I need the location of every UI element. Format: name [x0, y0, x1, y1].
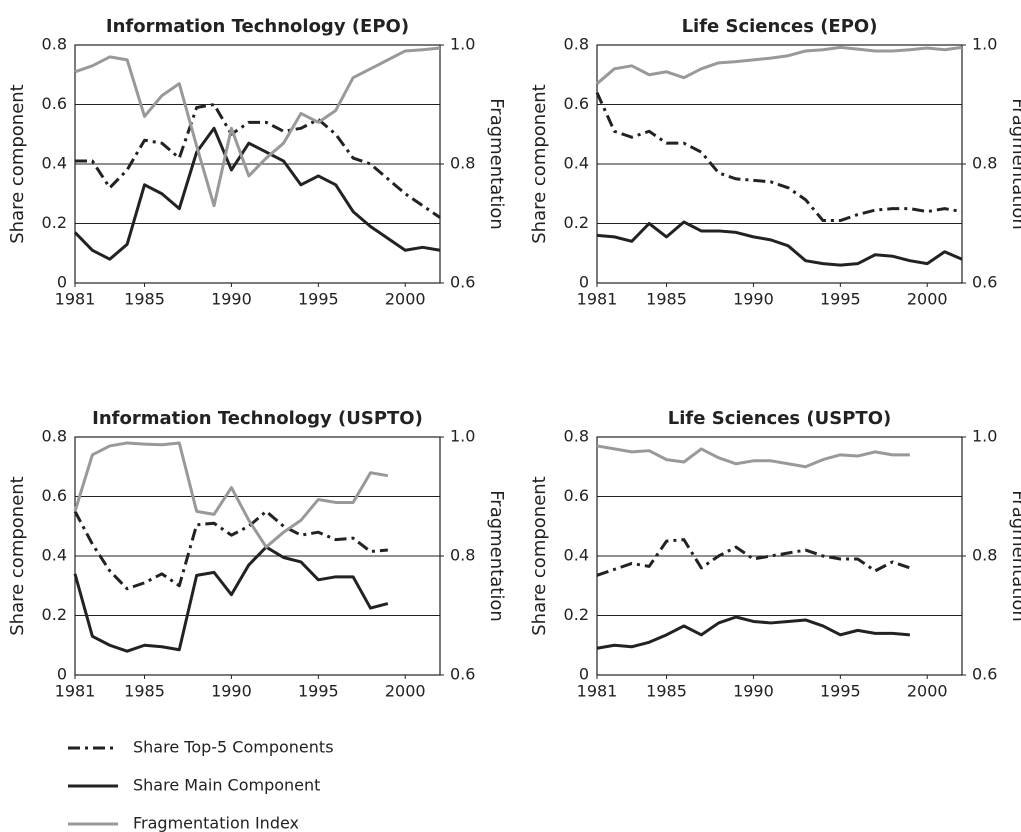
x-tick-label: 1985 [124, 682, 165, 701]
x-tick-label: 1995 [820, 682, 861, 701]
series-line [73, 509, 388, 591]
y-tick-label: 0 [579, 273, 589, 292]
y2-tick-label: 0.6 [450, 273, 475, 292]
y2-tick-label: 1.0 [450, 35, 475, 54]
chart-title: Life Sciences (EPO) [682, 16, 878, 37]
legend-label: Share Top-5 Components [133, 738, 334, 757]
x-tick-label: 2000 [907, 290, 948, 309]
y-tick-label: 0.8 [42, 35, 67, 54]
y2-tick-label: 0.6 [972, 273, 997, 292]
series-line [596, 538, 911, 577]
y2-tick-label: 0.8 [972, 546, 997, 565]
series-line [73, 126, 441, 261]
y-tick-label: 0.2 [564, 213, 589, 232]
y-tick-label: 0.2 [564, 605, 589, 624]
y-axis-label: Share component [529, 84, 550, 244]
x-tick-label: 1981 [577, 682, 618, 701]
y2-tick-label: 1.0 [972, 427, 997, 446]
y-tick-label: 0 [57, 665, 67, 684]
plot-frame [596, 436, 963, 676]
x-tick-label: 1995 [298, 682, 339, 701]
x-tick-label: 1990 [733, 290, 774, 309]
y2-axis-label: Fragmentation [486, 490, 507, 621]
plot-frame [74, 44, 441, 284]
x-tick-label: 1981 [55, 290, 96, 309]
x-tick-label: 2000 [385, 290, 426, 309]
x-tick-label: 1985 [646, 682, 687, 701]
y2-axis-label: Fragmentation [1008, 98, 1021, 229]
y2-tick-label: 0.6 [972, 665, 997, 684]
legend-label: Fragmentation Index [133, 814, 299, 832]
y-tick-label: 0.8 [564, 35, 589, 54]
y-axis-label: Share component [7, 476, 28, 636]
y2-tick-label: 1.0 [972, 35, 997, 54]
series-line [595, 91, 963, 223]
series-line [596, 45, 963, 85]
x-tick-label: 1990 [211, 290, 252, 309]
plot-frame [596, 44, 963, 284]
series-line [73, 545, 389, 653]
y2-axis-label: Fragmentation [486, 98, 507, 229]
x-tick-label: 1995 [820, 290, 861, 309]
x-tick-label: 1985 [124, 290, 165, 309]
x-tick-label: 1995 [298, 290, 339, 309]
y-tick-label: 0.4 [42, 546, 67, 565]
legend-label: Share Main Component [133, 776, 320, 795]
y-tick-label: 0.2 [42, 605, 67, 624]
x-tick-label: 1985 [646, 290, 687, 309]
y-tick-label: 0.8 [564, 427, 589, 446]
series-line [596, 444, 910, 469]
y2-axis-label: Fragmentation [1008, 490, 1021, 621]
x-tick-label: 1990 [211, 682, 252, 701]
series-line [74, 46, 441, 208]
y2-tick-label: 0.8 [450, 154, 475, 173]
y-axis-label: Share component [529, 476, 550, 636]
x-tick-label: 1981 [577, 290, 618, 309]
plot-frame [74, 436, 441, 676]
series-line [596, 220, 963, 267]
y-tick-label: 0.8 [42, 427, 67, 446]
y2-tick-label: 0.8 [972, 154, 997, 173]
chart-title: Information Technology (EPO) [106, 16, 409, 37]
y-tick-label: 0.4 [564, 154, 589, 173]
x-tick-label: 2000 [385, 682, 426, 701]
y-axis-label: Share component [7, 84, 28, 244]
series-line [596, 615, 910, 650]
y-tick-label: 0 [579, 665, 589, 684]
x-tick-label: 1981 [55, 682, 96, 701]
series-line [75, 103, 441, 219]
y2-tick-label: 1.0 [450, 427, 475, 446]
y-tick-label: 0.6 [564, 94, 589, 113]
y-tick-label: 0.6 [42, 486, 67, 505]
y-tick-label: 0.4 [564, 546, 589, 565]
chart-title: Life Sciences (USPTO) [668, 408, 891, 429]
series-line [73, 441, 389, 549]
y2-tick-label: 0.6 [450, 665, 475, 684]
y-tick-label: 0.4 [42, 154, 67, 173]
x-tick-label: 2000 [907, 682, 948, 701]
y-tick-label: 0.6 [564, 486, 589, 505]
y-tick-label: 0 [57, 273, 67, 292]
y-tick-label: 0.2 [42, 213, 67, 232]
x-tick-label: 1990 [733, 682, 774, 701]
y-tick-label: 0.6 [42, 94, 67, 113]
y2-tick-label: 0.8 [450, 546, 475, 565]
chart-title: Information Technology (USPTO) [92, 408, 423, 429]
